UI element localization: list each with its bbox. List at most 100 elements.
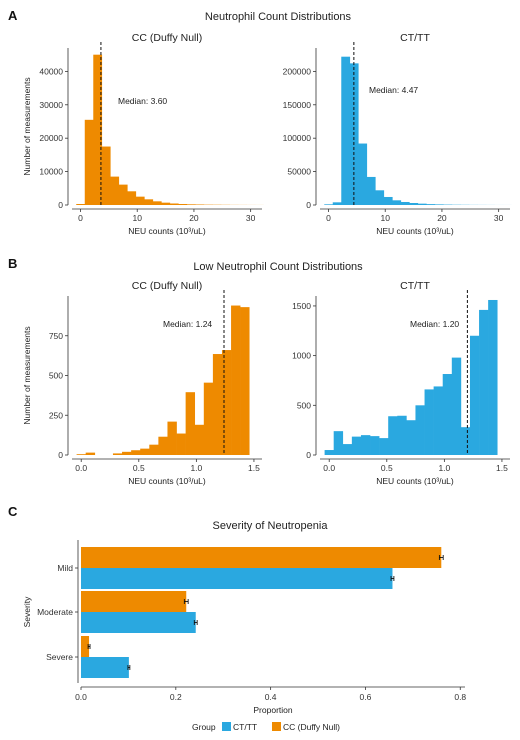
- subplot-title: CC (Duffy Null): [132, 32, 202, 44]
- y-axis-label: Number of measurements: [22, 326, 32, 424]
- y-axis-label: Severity: [22, 596, 32, 627]
- histogram-bar: [370, 436, 380, 455]
- median-label: Median: 1.20: [410, 319, 459, 329]
- histogram-bar: [415, 405, 425, 455]
- histogram-bar: [409, 203, 419, 205]
- y-tick-label: 40000: [39, 66, 63, 76]
- histogram-bar: [178, 204, 188, 205]
- histogram-bar: [212, 354, 223, 455]
- x-tick-label: 0.0: [75, 463, 87, 473]
- y-tick-label: 0: [58, 200, 63, 210]
- legend: Group CT/TT CC (Duffy Null): [192, 722, 340, 732]
- category-label: Moderate: [37, 607, 73, 617]
- y-tick-label: 250: [49, 410, 63, 420]
- histogram-bar: [434, 204, 444, 205]
- x-axis-label: NEU counts (10³/uL): [128, 476, 206, 486]
- severity-bar: [81, 547, 442, 568]
- category-label: Mild: [57, 563, 73, 573]
- histogram-ct-neutrophil: CT/TT 0 10 20 30 0 50000 100000 150000 200000 NEU …: [283, 32, 512, 236]
- histogram-bar: [112, 453, 123, 455]
- x-tick-label: 1.0: [190, 463, 202, 473]
- histogram-bar: [358, 143, 368, 205]
- histogram-bar: [158, 436, 168, 455]
- histogram-bar: [351, 436, 362, 455]
- histogram-bar: [460, 427, 471, 455]
- histogram-bar: [194, 424, 205, 455]
- median-label: Median: 1.24: [163, 319, 212, 329]
- severity-bar-chart: Mild Moderate Severe 0.0 0.2 0.4 0.6 0.8 Proport…: [22, 540, 466, 732]
- x-tick-label: 1.0: [438, 463, 450, 473]
- histogram-bar: [135, 196, 145, 205]
- y-axis-label: Number of measurements: [22, 77, 32, 175]
- histogram-bar: [203, 382, 214, 455]
- histogram-bar: [84, 119, 94, 205]
- histogram-bar: [152, 201, 162, 205]
- x-tick-label: 0.5: [133, 463, 145, 473]
- x-tick-label: 0: [326, 213, 331, 223]
- histogram-bar: [85, 452, 96, 455]
- histogram-bar: [451, 357, 462, 455]
- subplot-title: CT/TT: [400, 280, 430, 292]
- x-tick-label: 0.4: [265, 692, 277, 702]
- panel-label-b: B: [8, 256, 17, 271]
- x-tick-label: 20: [437, 213, 447, 223]
- y-tick-label: 150000: [283, 100, 312, 110]
- legend-swatch: [272, 722, 281, 731]
- median-label: Median: 4.47: [369, 85, 418, 95]
- histogram-bar: [383, 196, 393, 205]
- y-tick-label: 10000: [39, 167, 63, 177]
- severity-bar: [81, 591, 187, 612]
- histogram-bar: [161, 202, 171, 205]
- x-tick-label: 0.5: [381, 463, 393, 473]
- legend-label: CT/TT: [233, 722, 257, 732]
- y-tick-label: 50000: [287, 167, 311, 177]
- histogram-bar: [118, 184, 128, 205]
- x-axis-label: NEU counts (10³/uL): [376, 226, 454, 236]
- x-tick-label: 10: [132, 213, 142, 223]
- histogram-cc-neutrophil: CC (Duffy Null) 0 10 20 30 0 10000 20000 30000 40…: [22, 32, 264, 236]
- histogram-bar: [342, 444, 353, 455]
- histogram-bar: [240, 307, 250, 455]
- legend-title: Group: [192, 722, 216, 732]
- histogram-bar: [333, 431, 344, 455]
- severity-bar: [81, 636, 90, 657]
- histogram-bar: [392, 200, 402, 205]
- histogram-bar: [144, 199, 154, 205]
- y-tick-label: 1500: [292, 301, 311, 311]
- x-tick-label: 10: [380, 213, 390, 223]
- legend-label: CC (Duffy Null): [283, 722, 340, 732]
- y-tick-label: 20000: [39, 133, 63, 143]
- histogram-bar: [442, 374, 453, 455]
- histogram-bar: [433, 386, 444, 455]
- x-tick-label: 0.6: [360, 692, 372, 702]
- histogram-bar: [110, 176, 120, 205]
- histogram-bar: [324, 204, 334, 205]
- histogram-bar: [379, 438, 389, 455]
- histogram-bar: [332, 202, 342, 205]
- x-tick-label: 1.5: [496, 463, 508, 473]
- y-tick-label: 1000: [292, 351, 311, 361]
- y-tick-label: 200000: [283, 66, 312, 76]
- histogram-bar: [417, 203, 427, 205]
- histogram-bar: [167, 421, 177, 455]
- y-tick-label: 100000: [283, 133, 312, 143]
- histogram-ct-low-neutrophil: CT/TT 0.0 0.5 1.0 1.5 0 500 1000 1500 NEU counts …: [292, 280, 510, 486]
- histogram-bar: [122, 451, 132, 455]
- x-tick-label: 0: [78, 213, 83, 223]
- y-tick-label: 0: [58, 450, 63, 460]
- histogram-bar: [127, 191, 137, 205]
- x-tick-label: 0.0: [323, 463, 335, 473]
- histogram-bar: [195, 204, 205, 205]
- histogram-bar: [169, 203, 179, 205]
- histogram-bar: [324, 450, 334, 455]
- severity-bar: [81, 568, 393, 589]
- panel-b-title: Low Neutrophil Count Distributions: [193, 261, 363, 273]
- legend-swatch: [222, 722, 231, 731]
- x-axis-label: NEU counts (10³/uL): [128, 226, 206, 236]
- histogram-bar: [341, 56, 351, 205]
- histogram-bar: [231, 305, 241, 455]
- histogram-bar: [185, 392, 196, 455]
- histogram-bar: [131, 450, 141, 455]
- y-tick-label: 0: [306, 200, 311, 210]
